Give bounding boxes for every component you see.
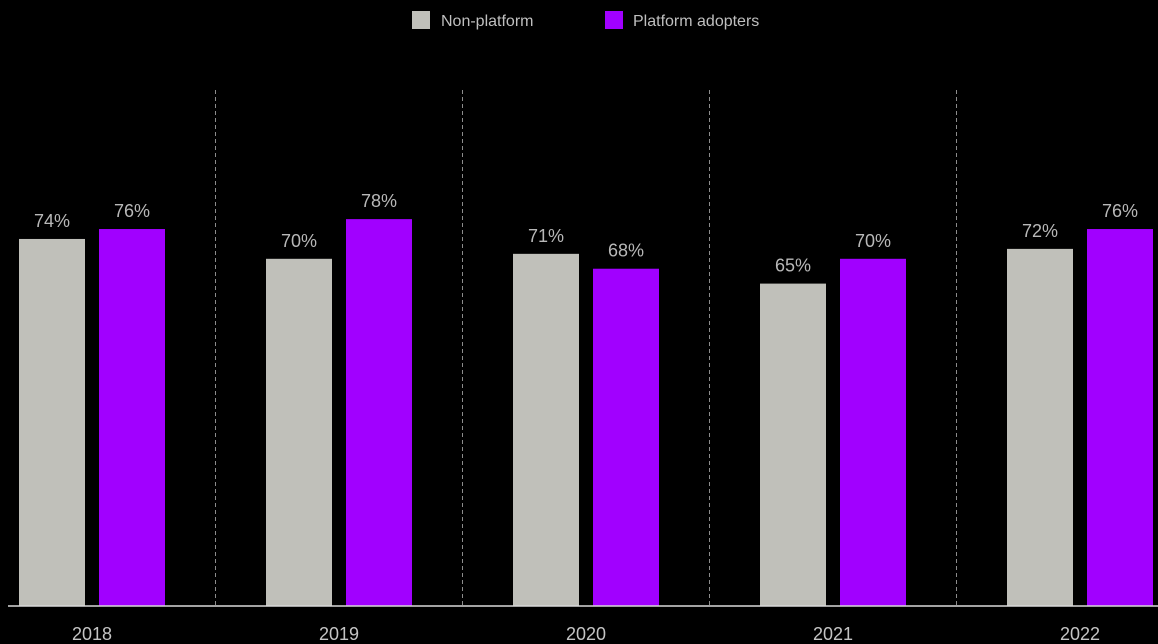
bar-platform-adopters-2021: [840, 259, 906, 606]
bar-platform-adopters-2018: [99, 229, 165, 606]
bars: [19, 219, 1153, 606]
legend-swatch-non-platform: [412, 11, 430, 29]
x-tick-label-2021: 2021: [813, 624, 853, 644]
x-tick-label-2018: 2018: [72, 624, 112, 644]
legend-swatch-platform-adopters: [605, 11, 623, 29]
data-label-non-platform-2019: 70%: [281, 231, 317, 251]
x-tick-label-2019: 2019: [319, 624, 359, 644]
bar-non-platform-2020: [513, 254, 579, 606]
data-label-platform-adopters-2021: 70%: [855, 231, 891, 251]
legend-label-non-platform: Non-platform: [441, 13, 533, 30]
bar-non-platform-2018: [19, 239, 85, 606]
data-label-platform-adopters-2022: 76%: [1102, 201, 1138, 221]
value-labels: 74% 76% 70% 78% 71% 68% 65% 70% 72% 76%: [34, 191, 1138, 275]
bar-non-platform-2019: [266, 259, 332, 606]
data-label-non-platform-2022: 72%: [1022, 221, 1058, 241]
bar-platform-adopters-2020: [593, 269, 659, 606]
x-axis-tick-labels: 2018 2019 2020 2021 2022: [72, 624, 1100, 644]
bar-non-platform-2022: [1007, 249, 1073, 606]
legend: Non-platform Platform adopters: [412, 11, 759, 30]
x-tick-label-2020: 2020: [566, 624, 606, 644]
data-label-non-platform-2018: 74%: [34, 211, 70, 231]
bar-platform-adopters-2022: [1087, 229, 1153, 606]
x-tick-label-2022: 2022: [1060, 624, 1100, 644]
data-label-platform-adopters-2020: 68%: [608, 241, 644, 261]
bar-platform-adopters-2019: [346, 219, 412, 606]
data-label-non-platform-2021: 65%: [775, 256, 811, 276]
data-label-platform-adopters-2019: 78%: [361, 191, 397, 211]
data-label-platform-adopters-2018: 76%: [114, 201, 150, 221]
data-label-non-platform-2020: 71%: [528, 226, 564, 246]
legend-label-platform-adopters: Platform adopters: [633, 13, 759, 30]
bar-non-platform-2021: [760, 284, 826, 606]
